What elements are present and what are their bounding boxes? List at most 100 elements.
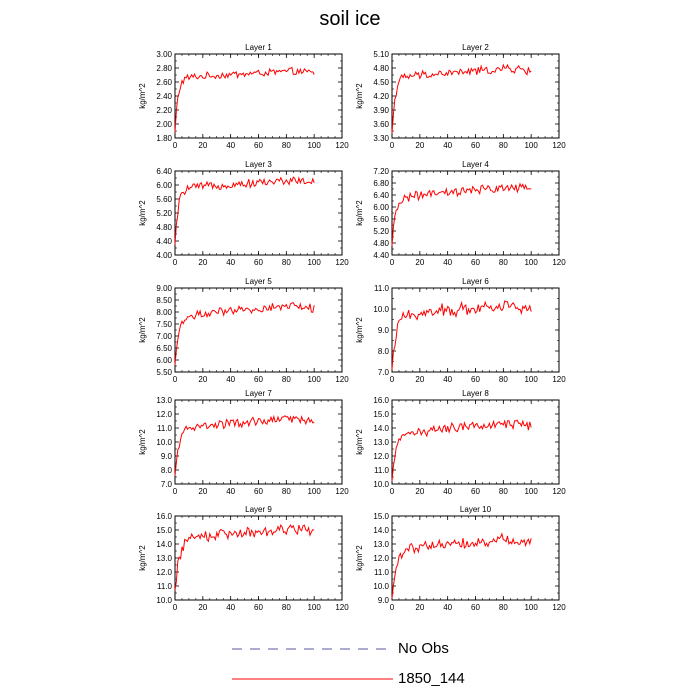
x-tick-label: 40	[226, 603, 235, 612]
y-tick-label: 12.0	[373, 452, 389, 461]
x-tick-label: 80	[499, 258, 508, 267]
x-tick-label: 0	[390, 258, 395, 267]
x-tick-label: 120	[552, 141, 566, 150]
chart-panel-layer-9: Layer 9 0 20 40 60 80 100 120 10.0 11.0 12.0 13.0 14…	[138, 505, 349, 612]
x-tick-label: 100	[524, 603, 538, 612]
x-tick-label: 0	[173, 603, 178, 612]
y-tick-label: 6.00	[156, 181, 172, 190]
x-tick-label: 0	[173, 487, 178, 496]
y-tick-label: 2.20	[156, 106, 172, 115]
y-tick-label: 12.0	[373, 554, 389, 563]
y-tick-label: 6.00	[156, 356, 172, 365]
plot-frame	[391, 53, 560, 139]
y-tick-label: 5.10	[373, 50, 389, 59]
series-line-layer-7	[174, 414, 315, 476]
x-tick-label: 0	[173, 375, 178, 384]
y-axis-label: kg/m^2	[138, 429, 147, 455]
y-tick-label: 9.0	[378, 596, 390, 605]
x-tick-label: 100	[307, 141, 321, 150]
x-tick-label: 120	[552, 258, 566, 267]
y-tick-label: 12.0	[156, 568, 172, 577]
x-tick-label: 100	[524, 141, 538, 150]
x-tick-label: 60	[471, 141, 480, 150]
series-line-layer-1	[174, 66, 315, 133]
y-tick-label: 14.0	[373, 424, 389, 433]
plot-frame	[391, 515, 560, 601]
page-title: soil ice	[319, 8, 381, 30]
x-tick-label: 20	[198, 141, 207, 150]
x-tick-label: 40	[443, 603, 452, 612]
y-tick-label: 4.80	[156, 223, 172, 232]
x-tick-label: 20	[198, 487, 207, 496]
y-tick-label: 2.40	[156, 92, 172, 101]
chart-panel-layer-5: Layer 5 0 20 40 60 80 100 120 5.50 6.00 6.50 7.00 7.…	[138, 277, 349, 384]
plot-frame	[391, 399, 560, 485]
y-tick-label: 1.80	[156, 134, 172, 143]
y-tick-label: 9.00	[156, 284, 172, 293]
y-tick-label: 11.0	[157, 582, 173, 591]
y-tick-label: 3.30	[373, 134, 389, 143]
y-tick-label: 5.50	[156, 368, 172, 377]
x-tick-label: 20	[415, 258, 424, 267]
x-tick-label: 120	[335, 258, 349, 267]
chart-panel-layer-2: Layer 2 0 20 40 60 80 100 120 3.30 3.60 3.90 4.20 4.…	[355, 43, 566, 150]
x-tick-label: 60	[471, 603, 480, 612]
x-tick-label: 0	[390, 487, 395, 496]
x-tick-label: 60	[254, 487, 263, 496]
chart-panel-layer-1: Layer 1 0 20 40 60 80 100 120 1.80 2.00 2.20 2.40 2.…	[138, 43, 349, 150]
chart-panel-layer-3: Layer 3 0 20 40 60 80 100 120 4.00 4.40 4.80 5.20 5.…	[138, 160, 349, 267]
series-line-layer-9	[174, 523, 315, 591]
series-line-layer-6	[391, 300, 532, 370]
y-tick-label: 4.80	[373, 64, 389, 73]
x-tick-label: 80	[282, 487, 291, 496]
y-tick-label: 4.50	[373, 78, 389, 87]
y-tick-label: 7.0	[161, 480, 173, 489]
x-tick-label: 80	[282, 375, 291, 384]
x-tick-label: 40	[443, 141, 452, 150]
y-tick-label: 13.0	[156, 554, 172, 563]
y-axis-label: kg/m^2	[355, 200, 364, 226]
panel-title: Layer 1	[245, 43, 272, 52]
y-axis-label: kg/m^2	[138, 83, 147, 109]
y-tick-label: 12.0	[156, 410, 172, 419]
y-tick-label: 15.0	[373, 512, 389, 521]
x-tick-label: 60	[471, 487, 480, 496]
x-tick-label: 120	[552, 375, 566, 384]
x-tick-label: 20	[415, 375, 424, 384]
y-tick-label: 7.20	[373, 167, 389, 176]
x-tick-label: 100	[524, 375, 538, 384]
x-tick-label: 100	[524, 487, 538, 496]
y-tick-label: 6.40	[373, 191, 389, 200]
y-tick-label: 4.20	[373, 92, 389, 101]
y-tick-label: 5.60	[156, 195, 172, 204]
y-tick-label: 8.0	[161, 466, 173, 475]
y-tick-label: 4.40	[156, 237, 172, 246]
y-tick-label: 16.0	[373, 396, 389, 405]
x-tick-label: 60	[254, 258, 263, 267]
x-tick-label: 40	[443, 487, 452, 496]
x-tick-label: 40	[226, 487, 235, 496]
panel-title: Layer 2	[462, 43, 489, 52]
y-axis-label: kg/m^2	[355, 317, 364, 343]
x-tick-label: 40	[443, 258, 452, 267]
x-tick-label: 80	[499, 487, 508, 496]
x-tick-label: 0	[390, 603, 395, 612]
chart-panel-layer-8: Layer 8 0 20 40 60 80 100 120 10.0 11.0 12.0 13.0 14…	[355, 389, 566, 496]
panel-title: Layer 8	[462, 389, 489, 398]
y-tick-label: 15.0	[373, 410, 389, 419]
y-tick-label: 6.00	[373, 203, 389, 212]
panel-title: Layer 9	[245, 505, 272, 514]
x-tick-label: 20	[198, 258, 207, 267]
x-tick-label: 60	[254, 141, 263, 150]
y-tick-label: 10.0	[373, 582, 389, 591]
y-tick-label: 10.0	[373, 305, 389, 314]
x-tick-label: 120	[552, 487, 566, 496]
y-tick-label: 2.00	[156, 120, 172, 129]
y-tick-label: 10.0	[373, 480, 389, 489]
y-tick-label: 3.00	[156, 50, 172, 59]
y-tick-label: 9.0	[161, 452, 173, 461]
y-tick-label: 10.0	[156, 438, 172, 447]
y-tick-label: 4.80	[373, 239, 389, 248]
y-tick-label: 15.0	[156, 526, 172, 535]
